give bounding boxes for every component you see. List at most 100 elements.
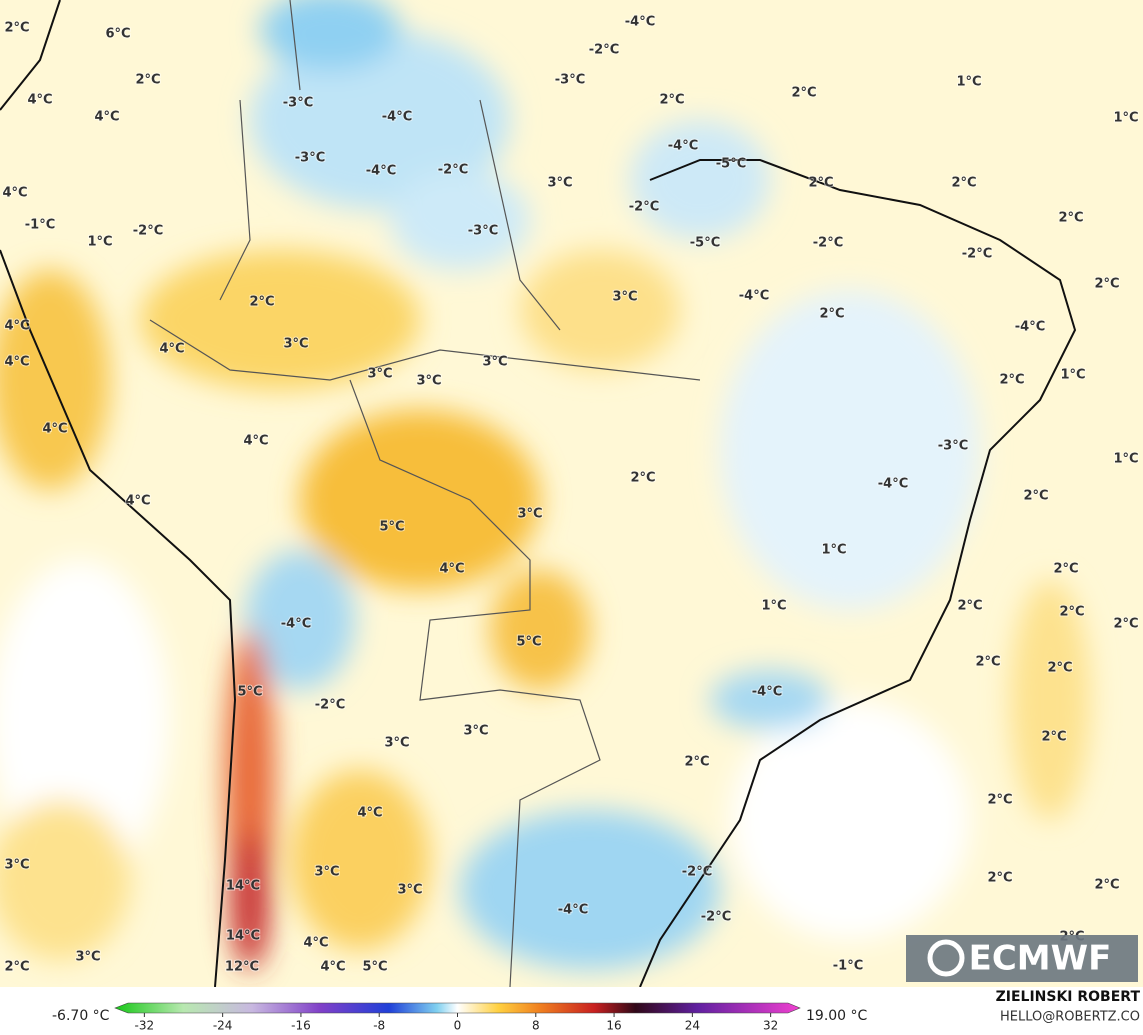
- temperature-label: -4°C: [668, 139, 698, 154]
- temperature-label: -1°C: [25, 218, 55, 233]
- temperature-label: 2°C: [1023, 489, 1048, 504]
- temperature-label: -2°C: [813, 236, 843, 251]
- logo-text: ECMWF: [969, 939, 1112, 979]
- temperature-label: -3°C: [295, 151, 325, 166]
- temperature-label: 2°C: [999, 373, 1024, 388]
- author: ZIELINSKI ROBERT: [996, 989, 1141, 1005]
- colorbar-tick-label: 24: [685, 1019, 700, 1033]
- temperature-label: -3°C: [938, 439, 968, 454]
- temperature-label: 1°C: [761, 599, 786, 614]
- colorbar-tick-label: 32: [763, 1019, 778, 1033]
- temperature-label: -4°C: [382, 110, 412, 125]
- temperature-label: 1°C: [1113, 111, 1138, 126]
- temperature-label: 2°C: [1047, 661, 1072, 676]
- temperature-label: -4°C: [1015, 320, 1045, 335]
- temperature-label: 3°C: [547, 176, 572, 191]
- temperature-label: 2°C: [4, 21, 29, 36]
- temperature-label: 2°C: [1113, 617, 1138, 632]
- temperature-label: -4°C: [739, 289, 769, 304]
- temperature-label: 4°C: [4, 319, 29, 334]
- borders: [149, 0, 701, 988]
- temperature-label: 4°C: [27, 93, 52, 108]
- temperature-label: 4°C: [303, 936, 328, 951]
- colorbar-tick-label: -8: [373, 1019, 385, 1033]
- contact: HELLO@ROBERTZ.CO: [1000, 1010, 1140, 1025]
- temperature-label: 1°C: [1113, 452, 1138, 467]
- temperature-label: -4°C: [558, 903, 588, 918]
- temperature-label: 4°C: [94, 110, 119, 125]
- colorbar-tick-label: -16: [291, 1019, 311, 1033]
- temperature-label: -3°C: [468, 224, 498, 239]
- temperature-label: 2°C: [1058, 211, 1083, 226]
- temperature-label: 3°C: [397, 883, 422, 898]
- temperature-label: 2°C: [975, 655, 1000, 670]
- temperature-label: 3°C: [283, 337, 308, 352]
- colorbar-tick-label: 16: [606, 1019, 621, 1033]
- temperature-label: -4°C: [752, 685, 782, 700]
- temperature-label: 2°C: [1094, 878, 1119, 893]
- temperature-label: 12°C: [225, 960, 259, 975]
- temperature-label: 4°C: [320, 960, 345, 975]
- coastline: [0, 0, 1077, 988]
- temperature-label: 3°C: [75, 950, 100, 965]
- temperature-label: 14°C: [226, 879, 260, 894]
- temperature-label: 2°C: [1053, 562, 1078, 577]
- colorbar-min: -6.70 °C: [52, 1008, 110, 1024]
- temperature-label: 2°C: [249, 295, 274, 310]
- temperature-label: 2°C: [630, 471, 655, 486]
- temperature-label: 2°C: [987, 793, 1012, 808]
- temperature-label: 2°C: [1094, 277, 1119, 292]
- temperature-label: 2°C: [791, 86, 816, 101]
- temperature-label: 5°C: [516, 635, 541, 650]
- temperature-label: -5°C: [690, 236, 720, 251]
- temperature-label: 3°C: [384, 736, 409, 751]
- colorbar-tick-label: -32: [135, 1019, 155, 1033]
- temperature-label: 3°C: [314, 865, 339, 880]
- logo-box: ECMWF: [906, 935, 1138, 982]
- temperature-label: -2°C: [133, 224, 163, 239]
- temperature-label: 4°C: [4, 355, 29, 370]
- temperature-label: 4°C: [42, 422, 67, 437]
- temperature-label: -2°C: [438, 163, 468, 178]
- temperature-label: 4°C: [243, 434, 268, 449]
- temperature-label: 6°C: [105, 27, 130, 42]
- temperature-label: -4°C: [281, 617, 311, 632]
- temperature-label: 2°C: [957, 599, 982, 614]
- colorbar-tick-label: 8: [532, 1019, 540, 1033]
- temperature-label: 1°C: [87, 235, 112, 250]
- temperature-label: -1°C: [833, 959, 863, 974]
- colorbar-max: 19.00 °C: [806, 1008, 868, 1024]
- temperature-label: 3°C: [463, 724, 488, 739]
- temperature-label: -3°C: [283, 96, 313, 111]
- temperature-label: 5°C: [237, 685, 262, 700]
- temperature-label: -4°C: [366, 164, 396, 179]
- temperature-label: 5°C: [362, 960, 387, 975]
- temperature-label: 2°C: [1041, 730, 1066, 745]
- temperature-field: [0, 0, 1090, 970]
- temperature-label: 4°C: [357, 806, 382, 821]
- temperature-label: 1°C: [821, 543, 846, 558]
- temperature-label: -2°C: [589, 43, 619, 58]
- temperature-label: 2°C: [684, 755, 709, 770]
- temperature-label: 2°C: [4, 960, 29, 975]
- temperature-label: 3°C: [416, 374, 441, 389]
- temperature-label: 3°C: [4, 858, 29, 873]
- temperature-label: 3°C: [367, 367, 392, 382]
- temperature-label: 4°C: [439, 562, 464, 577]
- temperature-label: 2°C: [1059, 605, 1084, 620]
- temperature-label: -3°C: [555, 73, 585, 88]
- temperature-label: 2°C: [987, 871, 1012, 886]
- colorbar-tick-label: -24: [213, 1019, 233, 1033]
- temperature-label: -2°C: [315, 698, 345, 713]
- temperature-label: -2°C: [629, 200, 659, 215]
- temperature-label: 4°C: [2, 186, 27, 201]
- temperature-label: 5°C: [379, 520, 404, 535]
- temperature-label: -2°C: [682, 865, 712, 880]
- map-labels: 2°C 6°C 2°C 4°C 4°C -3°C -4°C -3°C -4°C -2°C -4°C -…: [1, 14, 1139, 976]
- temperature-label: 3°C: [517, 507, 542, 522]
- colorbar: [114, 1002, 801, 1014]
- temperature-label: 1°C: [956, 75, 981, 90]
- temperature-label: -5°C: [716, 157, 746, 172]
- temperature-label: -4°C: [878, 477, 908, 492]
- temperature-label: -2°C: [701, 910, 731, 925]
